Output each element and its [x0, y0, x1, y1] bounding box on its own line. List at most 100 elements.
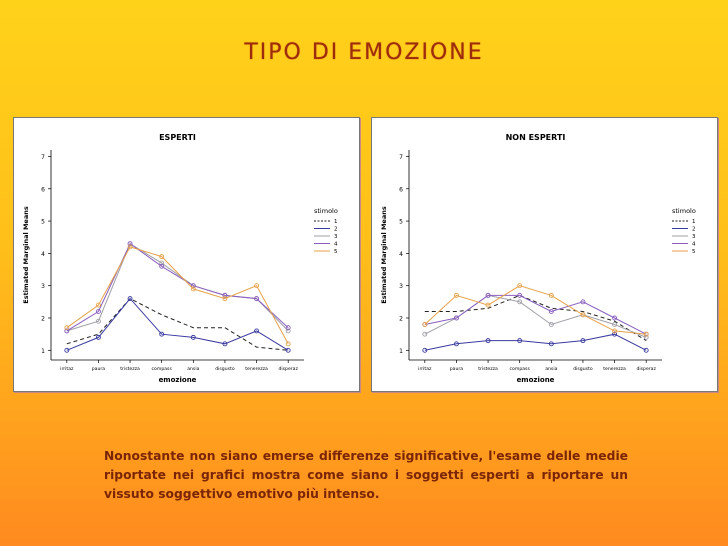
- data-point: [517, 292, 523, 298]
- data-point: [422, 331, 428, 337]
- y-tick-label: 4: [399, 251, 403, 258]
- data-point: [95, 302, 101, 308]
- data-point: [485, 302, 491, 308]
- legend-label: 2: [334, 227, 338, 233]
- data-point: [159, 331, 165, 337]
- y-axis-label: Estimated Marginal Means: [22, 206, 30, 304]
- x-tick-label: disgusto: [573, 366, 593, 372]
- data-point: [190, 334, 196, 340]
- x-tick-label: tenerezza: [245, 366, 268, 372]
- series-line-2: [424, 333, 647, 351]
- series-line-2: [66, 297, 289, 351]
- data-point: [548, 309, 554, 314]
- data-point: [127, 241, 133, 247]
- data-point: [159, 263, 165, 269]
- data-point: [190, 286, 196, 292]
- y-axis-label: Estimated Marginal Means: [380, 206, 388, 304]
- legend-label: 5: [334, 249, 338, 255]
- x-tick-label: tristezza: [120, 366, 140, 372]
- data-point: [254, 283, 260, 289]
- data-point: [222, 341, 228, 347]
- data-point: [285, 341, 291, 347]
- x-tick-label: ansia: [187, 366, 199, 372]
- y-tick-label: 4: [41, 251, 45, 258]
- y-tick-label: 2: [41, 316, 45, 323]
- legend-title: stimolo: [672, 207, 696, 215]
- data-point: [548, 341, 554, 347]
- y-tick-label: 5: [41, 219, 45, 226]
- data-point: [485, 292, 491, 298]
- y-tick-label: 3: [399, 283, 403, 290]
- y-tick-label: 7: [41, 154, 45, 161]
- x-tick-label: tristezza: [478, 366, 498, 372]
- slide-caption: Nonostante non siano emerse differenze s…: [104, 449, 628, 501]
- data-point: [285, 347, 291, 353]
- y-tick-label: 3: [41, 283, 45, 290]
- data-point: [580, 338, 586, 344]
- data-point: [517, 338, 523, 344]
- legend-label: 5: [692, 249, 696, 255]
- data-point: [612, 315, 618, 321]
- data-point: [548, 322, 554, 327]
- x-tick-label: disperaz: [278, 366, 298, 372]
- series-line-1: [66, 297, 289, 351]
- series-line-5: [424, 285, 647, 335]
- y-tick-label: 5: [399, 219, 403, 226]
- legend-label: 4: [334, 242, 338, 248]
- data-point: [95, 318, 101, 324]
- y-tick-label: 6: [41, 186, 45, 193]
- data-point: [190, 283, 196, 289]
- legend-label: 3: [692, 234, 696, 240]
- data-point: [127, 244, 133, 250]
- y-tick-label: 1: [399, 348, 403, 355]
- slide-title: TIPO DI EMOZIONE: [244, 40, 484, 65]
- series-line-1: [424, 294, 647, 342]
- data-point: [254, 296, 260, 302]
- legend-label: 3: [334, 234, 338, 240]
- data-point: [643, 331, 649, 337]
- series-line-4: [424, 294, 647, 335]
- x-tick-label: disperaz: [636, 366, 656, 372]
- data-point: [422, 322, 428, 327]
- legend-label: 1: [692, 219, 696, 225]
- data-point: [612, 331, 618, 337]
- data-point: [643, 334, 649, 340]
- data-point: [643, 347, 649, 353]
- legend-label: 2: [692, 227, 696, 233]
- data-point: [612, 322, 618, 327]
- chart-panel-esperti: ESPERTI 1 2 3 4 5 6 7 irritaz paura tristezza compa…: [13, 117, 360, 392]
- series-line-5: [66, 246, 289, 345]
- data-point: [64, 325, 70, 331]
- data-point: [612, 328, 618, 334]
- x-axis-label: emozione: [159, 376, 197, 384]
- data-point: [285, 328, 291, 334]
- data-point: [127, 296, 133, 302]
- x-tick-label: paura: [450, 366, 464, 372]
- x-tick-label: compass: [152, 367, 173, 372]
- x-tick-label: irritaz: [60, 366, 74, 372]
- x-tick-label: ansia: [545, 366, 557, 372]
- data-point: [222, 296, 228, 302]
- y-tick-label: 7: [399, 154, 403, 161]
- data-point: [548, 292, 554, 298]
- data-point: [517, 283, 523, 289]
- legend-label: 1: [334, 219, 338, 225]
- data-point: [222, 292, 228, 298]
- data-point: [453, 315, 459, 321]
- data-point: [285, 325, 291, 331]
- chart-title: NON ESPERTI: [506, 133, 566, 142]
- chart-title: ESPERTI: [159, 133, 196, 142]
- data-point: [453, 341, 459, 347]
- x-tick-label: paura: [92, 366, 106, 372]
- y-tick-label: 1: [41, 348, 45, 355]
- y-tick-label: 2: [399, 316, 403, 323]
- data-point: [95, 334, 101, 340]
- legend-title: stimolo: [314, 207, 338, 215]
- data-point: [580, 312, 586, 318]
- series-line-4: [66, 242, 289, 332]
- data-point: [159, 260, 165, 266]
- data-point: [422, 347, 428, 353]
- data-point: [95, 309, 101, 314]
